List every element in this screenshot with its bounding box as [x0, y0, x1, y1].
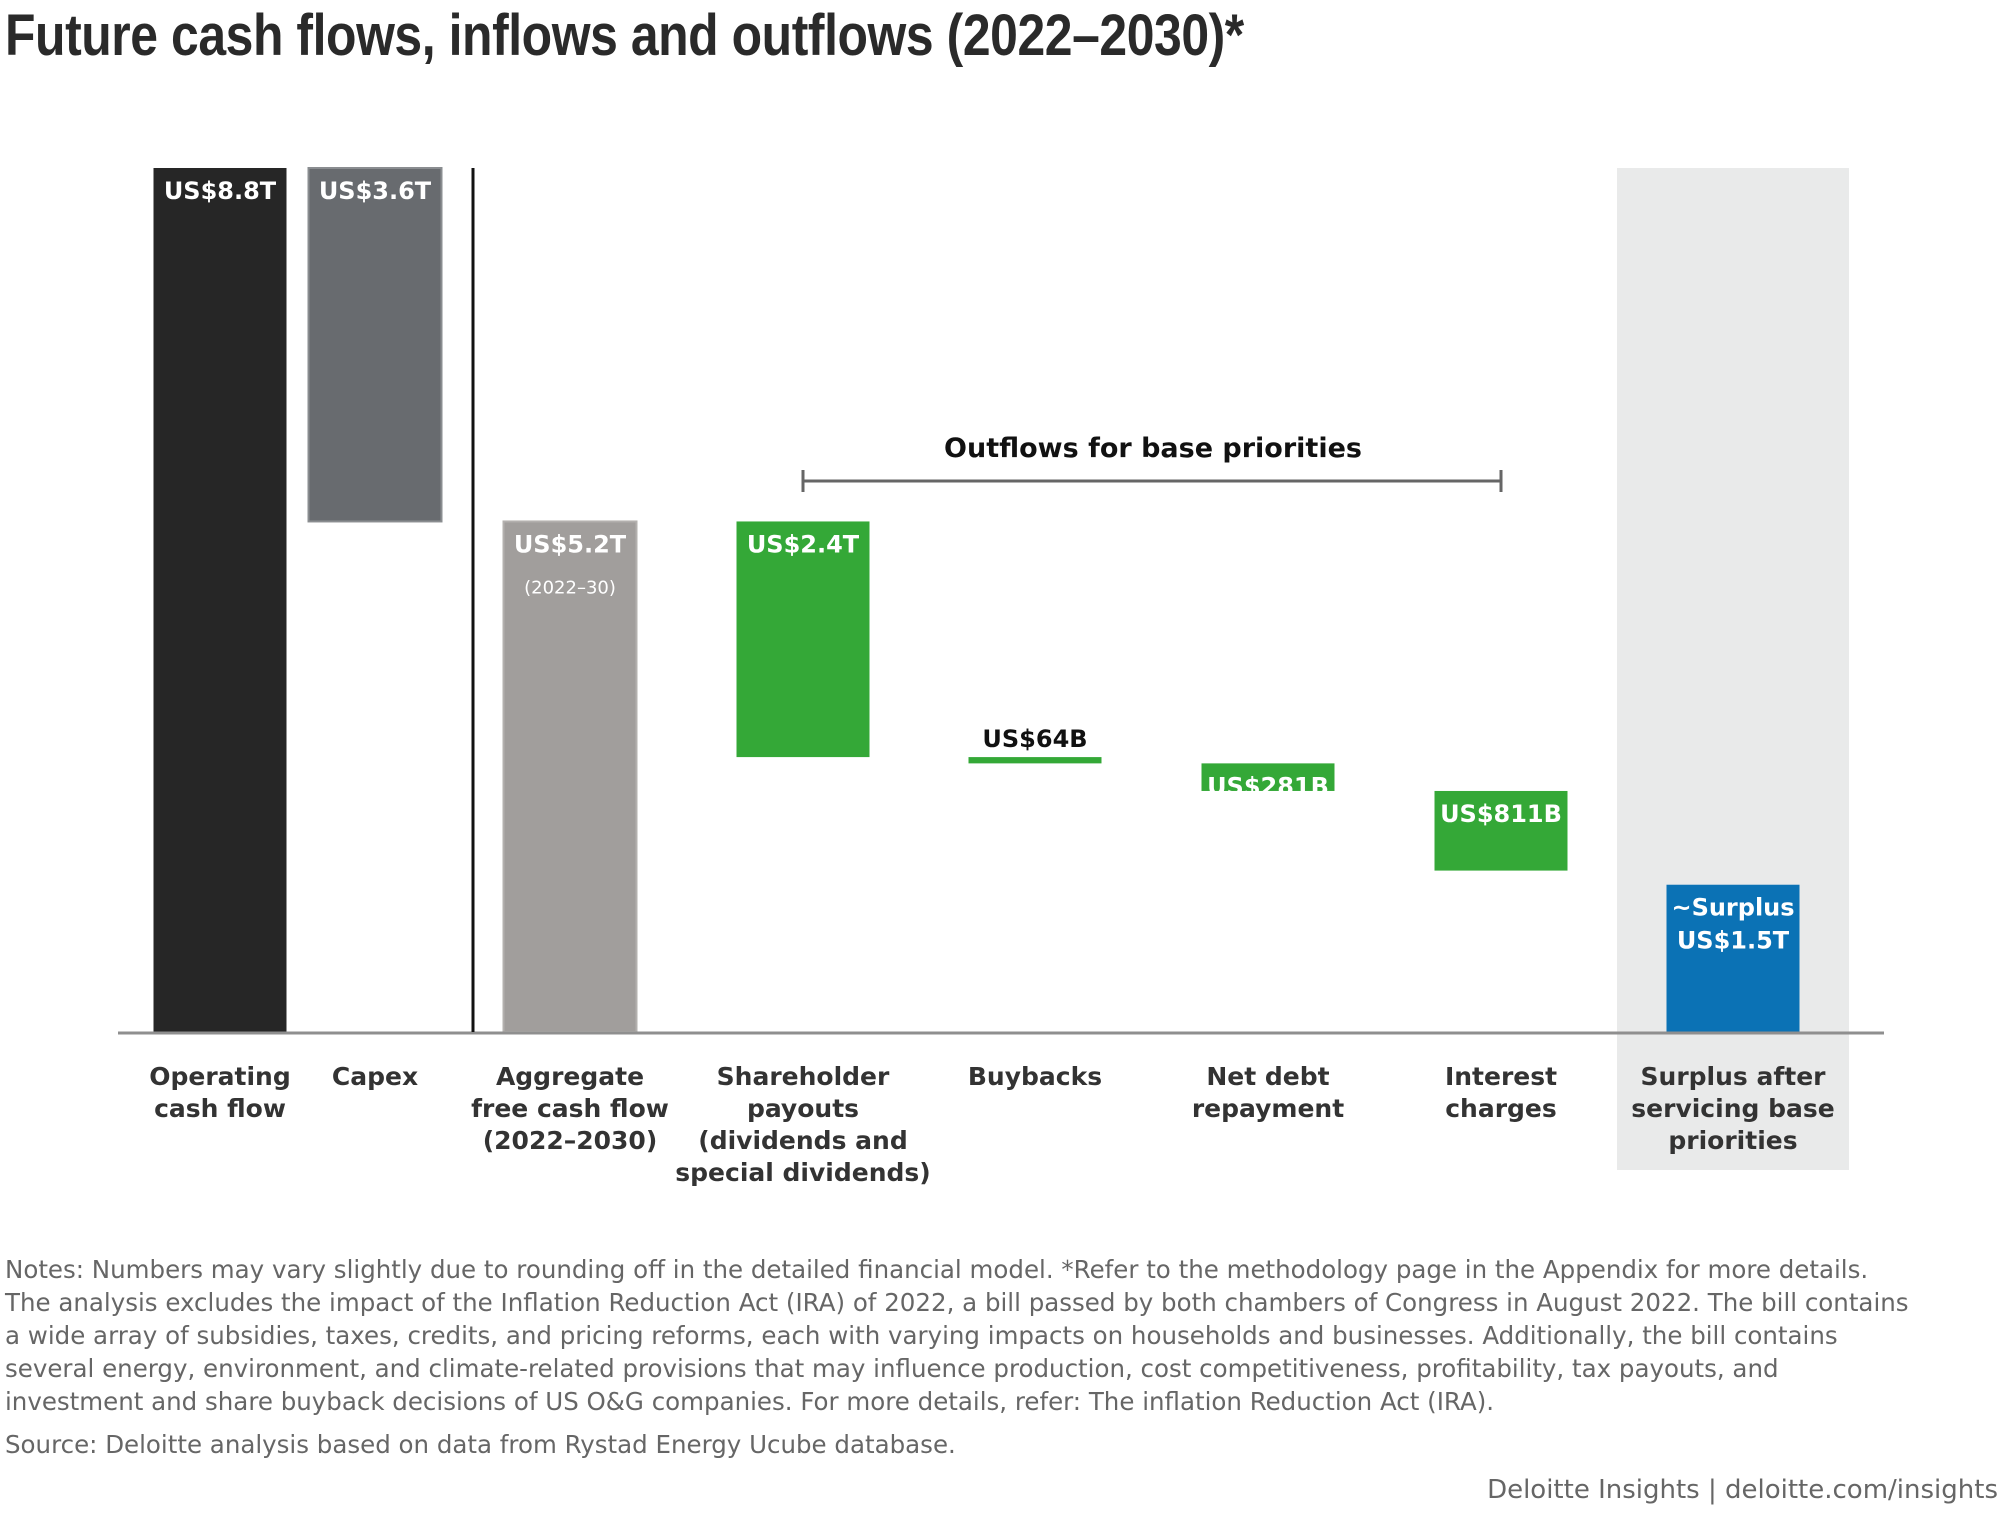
category-label: special dividends) — [675, 1158, 930, 1187]
chart-source: Source: Deloitte analysis based on data … — [5, 1430, 956, 1459]
category-label: charges — [1445, 1094, 1557, 1123]
category-label: Net debt — [1206, 1062, 1329, 1091]
bar — [307, 167, 443, 523]
category-label: servicing base — [1631, 1094, 1834, 1123]
bar — [1434, 790, 1568, 871]
bar-value-label: US$811B — [1440, 800, 1562, 828]
bar — [968, 757, 1102, 764]
category-label: Shareholder — [717, 1062, 890, 1091]
bar-value-label: US$5.2T — [514, 530, 627, 558]
category-label: Interest — [1445, 1062, 1557, 1091]
bar — [1201, 763, 1335, 791]
bar — [1666, 884, 1800, 1032]
category-label: (dividends and — [698, 1126, 907, 1155]
category-label: Aggregate — [496, 1062, 644, 1091]
category-label: Buybacks — [968, 1062, 1102, 1091]
notes-line: investment and share buyback decisions o… — [5, 1387, 1495, 1416]
notes-line: Notes: Numbers may vary slightly due to … — [5, 1255, 1869, 1284]
bar — [153, 168, 287, 1032]
category-label: free cash flow — [471, 1094, 669, 1123]
waterfall-chart: US$8.8T Operating cash flow US$3.6T Capex US$… — [118, 167, 1884, 1187]
notes-line: several energy, environment, and climate… — [5, 1354, 1779, 1383]
bar-sub-label: US$1.5T — [1677, 927, 1790, 955]
category-label: priorities — [1668, 1126, 1797, 1155]
bar-value-label: US$281B — [1207, 772, 1329, 800]
category-label: repayment — [1192, 1094, 1344, 1123]
bracket-label: Outflows for base priorities — [944, 433, 1362, 464]
bar-value-label: US$2.4T — [747, 530, 860, 558]
category-label: Operating — [149, 1062, 291, 1091]
category-label: cash flow — [154, 1094, 286, 1123]
chart-credit: Deloitte Insights | deloitte.com/insight… — [1487, 1475, 1998, 1505]
bar — [736, 521, 870, 758]
bar-value-label: ~Surplus — [1671, 894, 1794, 922]
notes-line: The analysis excludes the impact of the … — [5, 1288, 1909, 1317]
chart-title: Future cash flows, inflows and outflows … — [5, 3, 1244, 68]
bar-sub-label: (2022–30) — [524, 577, 616, 598]
category-label: Surplus after — [1641, 1062, 1827, 1091]
bar-value-label: US$64B — [982, 725, 1087, 753]
chart-notes: Notes: Numbers may vary slightly due to … — [5, 1253, 1995, 1418]
category-label: Capex — [332, 1062, 418, 1091]
bar-value-label: US$3.6T — [319, 177, 432, 205]
bar-value-label: US$8.8T — [164, 177, 277, 205]
category-label: (2022–2030) — [483, 1126, 658, 1155]
category-label: payouts — [747, 1094, 859, 1123]
outflows-bracket: Outflows for base priorities — [801, 433, 1503, 492]
notes-line: a wide array of subsidies, taxes, credit… — [5, 1321, 1838, 1350]
